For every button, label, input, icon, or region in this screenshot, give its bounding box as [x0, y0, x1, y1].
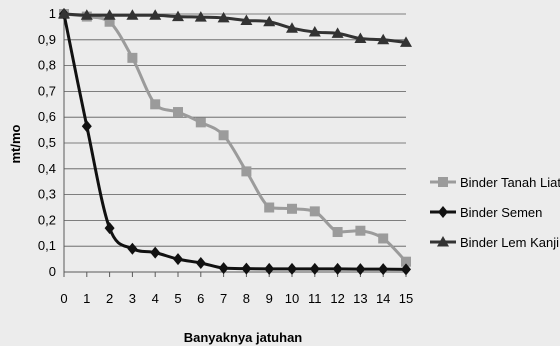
y-tick-label: 0,5: [38, 135, 56, 150]
y-axis-label: mt/mo: [8, 124, 23, 163]
data-point: [240, 14, 253, 25]
x-axis-label: Banyaknya jatuhan: [184, 330, 303, 345]
legend-label: Binder Tanah Liat: [460, 175, 560, 190]
data-point: [150, 99, 161, 110]
x-tick-label: 5: [174, 291, 181, 306]
data-point: [286, 22, 298, 33]
legend-item: Binder Tanah Liat: [430, 175, 560, 190]
grid-lines: [64, 13, 406, 273]
y-tick-label: 0,2: [38, 212, 56, 227]
legend-item: Binder Lem Kanji: [430, 235, 559, 250]
data-point: [287, 203, 297, 214]
legend: Binder Tanah Liat Binder Semen Binder Lem …: [430, 175, 560, 250]
data-point: [332, 227, 343, 238]
y-tick-label: 0,7: [38, 83, 56, 98]
data-point: [195, 256, 206, 269]
x-tick-label: 11: [308, 291, 322, 306]
x-tick-label: 14: [376, 291, 390, 306]
data-point: [264, 202, 275, 213]
data-point: [218, 130, 229, 141]
data-point: [217, 11, 230, 23]
legend-item: Binder Semen: [430, 205, 542, 220]
x-tick-label: 10: [285, 291, 299, 306]
y-tick-label: 1: [49, 6, 56, 21]
tick-labels: 00,10,20,30,40,50,60,70,80,910 1 2 3 4 5 6 7 8 9 1…: [38, 6, 413, 306]
data-point: [264, 262, 275, 275]
data-point: [354, 32, 367, 44]
data-point: [241, 166, 252, 177]
x-tick-label: 7: [220, 291, 227, 306]
x-tick-label: 8: [243, 291, 250, 306]
data-point: [377, 33, 390, 45]
series-layer: [58, 8, 412, 276]
series-line: [62, 12, 408, 264]
x-tick-label: 15: [399, 291, 413, 306]
series-binder-lem-kanji: [58, 8, 412, 47]
data-point: [149, 9, 162, 20]
data-point: [401, 263, 411, 276]
x-tick-label: 9: [266, 291, 273, 306]
data-point: [195, 117, 206, 128]
data-point: [400, 36, 412, 47]
data-point: [241, 262, 252, 275]
data-point: [150, 246, 161, 259]
y-tick-label: 0,3: [38, 187, 56, 202]
legend-marker: [438, 177, 448, 187]
data-point: [308, 26, 321, 37]
data-point: [173, 253, 183, 266]
data-point: [263, 15, 276, 27]
x-tick-label: 4: [152, 291, 159, 306]
data-point: [331, 27, 344, 38]
data-point: [81, 120, 92, 133]
y-tick-label: 0,9: [38, 32, 56, 47]
data-point: [218, 262, 229, 275]
data-point: [104, 16, 115, 27]
data-point: [58, 8, 70, 19]
data-point: [104, 222, 115, 235]
series-line: [62, 12, 408, 44]
data-point: [127, 242, 138, 255]
y-tick-label: 0,1: [38, 238, 56, 253]
legend-label: Binder Semen: [460, 205, 542, 220]
x-tick-label: 3: [129, 291, 136, 306]
data-point: [378, 263, 389, 276]
x-tick-label: 12: [330, 291, 344, 306]
data-point: [355, 225, 366, 236]
data-point: [126, 9, 139, 20]
data-point: [172, 10, 184, 22]
y-tick-label: 0,8: [38, 58, 56, 73]
y-tick-label: 0,4: [38, 161, 56, 176]
data-point: [309, 206, 320, 217]
data-point: [103, 9, 116, 20]
data-point: [287, 262, 297, 275]
x-tick-label: 1: [83, 291, 90, 306]
x-tick-label: 2: [106, 291, 113, 306]
data-point: [401, 256, 411, 267]
legend-marker: [438, 206, 448, 218]
data-point: [127, 52, 138, 63]
data-point: [332, 262, 343, 275]
data-point: [309, 262, 320, 275]
legend-marker: [437, 236, 449, 247]
data-point: [378, 233, 389, 244]
y-tick-label: 0,6: [38, 109, 56, 124]
data-point: [355, 263, 366, 276]
data-point: [173, 107, 183, 118]
x-tick-label: 13: [353, 291, 367, 306]
x-tick-label: 0: [60, 291, 67, 306]
legend-label: Binder Lem Kanji: [460, 235, 559, 250]
x-tick-label: 6: [197, 291, 204, 306]
data-point: [80, 9, 93, 20]
data-point: [194, 11, 207, 22]
y-tick-label: 0: [49, 264, 56, 279]
